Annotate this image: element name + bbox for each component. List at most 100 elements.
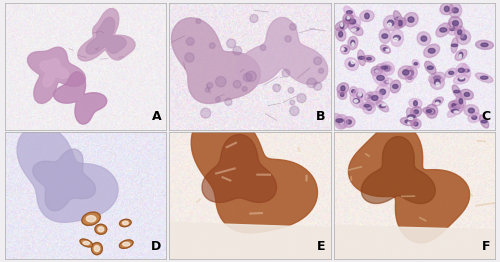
Ellipse shape <box>394 38 398 41</box>
Ellipse shape <box>384 15 398 31</box>
Ellipse shape <box>459 99 462 104</box>
Circle shape <box>246 71 256 81</box>
Ellipse shape <box>456 95 466 108</box>
Ellipse shape <box>349 19 356 24</box>
Polygon shape <box>40 59 69 87</box>
Circle shape <box>290 24 296 30</box>
Ellipse shape <box>408 122 412 124</box>
Ellipse shape <box>434 76 440 80</box>
Ellipse shape <box>476 73 493 83</box>
Ellipse shape <box>408 76 412 79</box>
Polygon shape <box>17 125 118 222</box>
Ellipse shape <box>386 81 390 83</box>
Ellipse shape <box>432 97 444 106</box>
Ellipse shape <box>434 79 440 85</box>
Ellipse shape <box>382 34 388 38</box>
Ellipse shape <box>444 6 449 12</box>
Circle shape <box>207 83 213 88</box>
Ellipse shape <box>352 27 359 31</box>
Ellipse shape <box>352 43 354 46</box>
Ellipse shape <box>414 101 418 106</box>
Ellipse shape <box>374 69 379 73</box>
Ellipse shape <box>362 102 376 114</box>
Ellipse shape <box>349 62 354 67</box>
Ellipse shape <box>398 20 402 26</box>
Ellipse shape <box>353 88 366 102</box>
Ellipse shape <box>460 54 462 58</box>
Ellipse shape <box>421 36 426 41</box>
Ellipse shape <box>404 66 417 79</box>
Ellipse shape <box>454 111 458 113</box>
Ellipse shape <box>394 35 400 40</box>
Ellipse shape <box>458 68 464 73</box>
Ellipse shape <box>377 75 384 80</box>
Ellipse shape <box>340 23 343 26</box>
Ellipse shape <box>336 119 343 122</box>
Ellipse shape <box>460 34 466 40</box>
Ellipse shape <box>408 17 414 22</box>
Ellipse shape <box>335 114 348 129</box>
Ellipse shape <box>379 29 390 43</box>
Ellipse shape <box>440 3 454 15</box>
Ellipse shape <box>446 22 458 35</box>
Ellipse shape <box>360 10 374 21</box>
Ellipse shape <box>460 52 463 58</box>
Ellipse shape <box>450 100 464 114</box>
Ellipse shape <box>345 58 358 70</box>
Ellipse shape <box>376 100 388 112</box>
Ellipse shape <box>452 104 456 108</box>
Ellipse shape <box>456 63 467 78</box>
Ellipse shape <box>417 32 430 46</box>
Ellipse shape <box>398 18 402 20</box>
Ellipse shape <box>430 75 444 89</box>
Ellipse shape <box>451 38 458 53</box>
Ellipse shape <box>365 92 373 101</box>
Ellipse shape <box>366 105 372 110</box>
Ellipse shape <box>363 55 375 62</box>
Polygon shape <box>54 72 107 124</box>
Ellipse shape <box>358 50 366 66</box>
Ellipse shape <box>406 73 414 83</box>
Ellipse shape <box>342 117 355 127</box>
Circle shape <box>260 45 266 51</box>
Ellipse shape <box>380 62 394 75</box>
Ellipse shape <box>462 64 470 78</box>
Ellipse shape <box>480 115 488 128</box>
Ellipse shape <box>386 49 388 51</box>
Ellipse shape <box>347 17 350 19</box>
Ellipse shape <box>452 44 458 47</box>
Ellipse shape <box>440 28 446 32</box>
Ellipse shape <box>398 66 413 79</box>
Circle shape <box>318 68 324 73</box>
Circle shape <box>196 19 201 24</box>
Circle shape <box>226 39 236 48</box>
Ellipse shape <box>436 100 440 103</box>
Ellipse shape <box>428 48 435 53</box>
Ellipse shape <box>335 20 349 31</box>
Ellipse shape <box>343 48 347 51</box>
Text: A: A <box>152 110 162 123</box>
Ellipse shape <box>402 70 409 75</box>
Ellipse shape <box>460 89 473 100</box>
Ellipse shape <box>122 242 130 246</box>
Ellipse shape <box>454 26 465 38</box>
Ellipse shape <box>380 89 386 95</box>
Ellipse shape <box>412 60 420 68</box>
Ellipse shape <box>428 66 434 69</box>
Ellipse shape <box>452 8 458 13</box>
Ellipse shape <box>351 61 354 64</box>
Ellipse shape <box>405 120 411 123</box>
Ellipse shape <box>448 101 459 111</box>
Ellipse shape <box>380 78 392 86</box>
Ellipse shape <box>381 66 388 69</box>
Ellipse shape <box>351 40 355 46</box>
Ellipse shape <box>481 43 488 47</box>
Ellipse shape <box>364 13 369 19</box>
Circle shape <box>242 86 247 91</box>
Ellipse shape <box>476 40 494 49</box>
Polygon shape <box>28 47 86 103</box>
Polygon shape <box>78 8 135 61</box>
Ellipse shape <box>338 90 347 99</box>
Ellipse shape <box>92 243 102 255</box>
Ellipse shape <box>80 239 92 247</box>
